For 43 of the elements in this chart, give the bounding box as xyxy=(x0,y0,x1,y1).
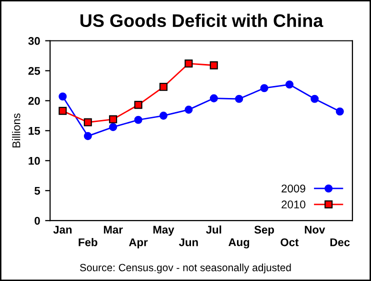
x-tick-label: Jan xyxy=(53,226,72,234)
x-tick-label: May xyxy=(153,226,174,236)
y-tick-label: 20 xyxy=(28,96,40,105)
point xyxy=(58,92,67,101)
y-axis-title: Billions xyxy=(12,113,20,148)
point xyxy=(58,106,67,115)
point xyxy=(285,80,294,89)
point xyxy=(184,59,193,68)
x-tick-label: Mar xyxy=(104,226,123,234)
y-tick-label: 15 xyxy=(28,127,40,135)
x-tick-label: Feb xyxy=(78,238,98,246)
y-tick-label: 25 xyxy=(28,66,40,75)
x-tick-label: Jul xyxy=(206,225,222,234)
point xyxy=(210,61,218,70)
point xyxy=(336,107,344,116)
point xyxy=(109,115,118,124)
source-note: Source: Census.gov - not seasonally adjusted xyxy=(80,264,291,274)
x-tick-label: Aug xyxy=(228,238,250,248)
y-tick-label: 30 xyxy=(28,37,40,45)
y-tick-label: 10 xyxy=(28,156,40,165)
point xyxy=(235,94,244,103)
legend-label: 2010 xyxy=(282,200,306,208)
point xyxy=(84,132,92,140)
y-tick-label: 0 xyxy=(34,216,40,225)
point xyxy=(184,106,193,114)
point xyxy=(210,94,218,102)
legend-label: 2009 xyxy=(282,184,306,192)
point xyxy=(159,112,168,120)
x-tick-label: Nov xyxy=(304,226,326,234)
x-tick-label: Jun xyxy=(178,238,198,246)
x-tick-label: Sep xyxy=(254,226,274,236)
y-tick-label: 5 xyxy=(34,186,40,195)
x-tick-label: Oct xyxy=(280,238,299,246)
chart-title: US Goods Deficit with China xyxy=(80,14,324,28)
point xyxy=(134,116,142,124)
point xyxy=(310,94,319,103)
point xyxy=(159,82,168,91)
point xyxy=(260,84,268,92)
point xyxy=(134,100,142,109)
x-tick-label: Apr xyxy=(128,238,148,248)
point xyxy=(84,118,92,126)
x-tick-label: Dec xyxy=(330,238,350,246)
point xyxy=(109,123,118,132)
